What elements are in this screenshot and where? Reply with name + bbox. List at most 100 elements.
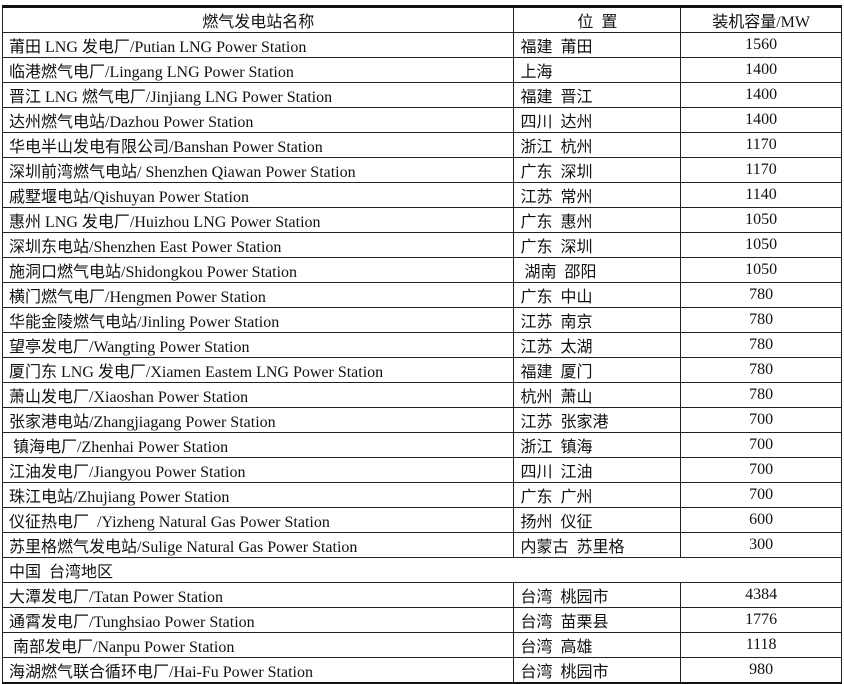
location-cell: 福建 晋江 <box>513 82 682 108</box>
table-row: 华能金陵燃气电站/Jinling Power Station 江苏 南京 780 <box>1 307 842 333</box>
station-name-cell: 仪征热电厂 /Yizheng Natural Gas Power Station <box>1 507 515 533</box>
capacity-cell: 1170 <box>680 157 842 183</box>
location-cell: 江苏 张家港 <box>513 407 682 433</box>
station-name-cell: 望亭发电厂/Wangting Power Station <box>1 332 515 358</box>
capacity-cell: 1050 <box>680 257 842 283</box>
table-row: 临港燃气电厂/Lingang LNG Power Station 上海 1400 <box>1 57 842 83</box>
station-name-cell: 苏里格燃气发电站/Sulige Natural Gas Power Statio… <box>1 532 515 558</box>
table-row: 萧山发电厂/Xiaoshan Power Station 杭州 萧山 780 <box>1 382 842 408</box>
station-name-cell: 惠州 LNG 发电厂/Huizhou LNG Power Station <box>1 207 515 233</box>
location-cell: 江苏 常州 <box>513 182 682 208</box>
capacity-cell: 1400 <box>680 107 842 133</box>
table-row: 华电半山发电有限公司/Banshan Power Station 浙江 杭州 117… <box>1 132 842 158</box>
location-cell: 四川 江油 <box>513 457 682 483</box>
station-name-cell: 南部发电厂/Nanpu Power Station <box>1 632 515 658</box>
table-row: 仪征热电厂 /Yizheng Natural Gas Power Station… <box>1 507 842 533</box>
station-name-cell: 深圳前湾燃气电站/ Shenzhen Qiawan Power Station <box>1 157 515 183</box>
capacity-cell: 300 <box>680 532 842 558</box>
capacity-cell: 1776 <box>680 607 842 633</box>
station-name-cell: 萧山发电厂/Xiaoshan Power Station <box>1 382 515 408</box>
location-cell: 浙江 镇海 <box>513 432 682 458</box>
capacity-cell: 1560 <box>680 32 842 58</box>
station-name-cell: 施洞口燃气电站/Shidongkou Power Station <box>1 257 515 283</box>
station-name-cell: 珠江电站/Zhujiang Power Station <box>1 482 515 508</box>
location-cell: 广东 中山 <box>513 282 682 308</box>
section-row: 中国 台湾地区 <box>2 557 842 583</box>
table-row: 惠州 LNG 发电厂/Huizhou LNG Power Station 广东 惠… <box>1 207 842 233</box>
station-name-cell: 临港燃气电厂/Lingang LNG Power Station <box>1 57 515 83</box>
capacity-cell: 780 <box>680 382 842 408</box>
station-name-cell: 横门燃气电厂/Hengmen Power Station <box>1 282 515 308</box>
station-name-cell: 达州燃气电站/Dazhou Power Station <box>1 107 515 133</box>
capacity-cell: 700 <box>680 457 842 483</box>
location-cell: 广东 惠州 <box>513 207 682 233</box>
header-station-name: 燃气发电站名称 <box>1 5 515 33</box>
capacity-cell: 1050 <box>680 207 842 233</box>
header-capacity: 装机容量/MW <box>680 5 842 33</box>
station-name-cell: 通霄发电厂/Tunghsiao Power Station <box>1 607 515 633</box>
table-row: 海湖燃气联合循环电厂/Hai-Fu Power Station 台湾 桃园市 980 <box>1 657 842 684</box>
section-label: 中国 台湾地区 <box>2 557 842 583</box>
location-cell: 杭州 萧山 <box>513 382 682 408</box>
capacity-cell: 4384 <box>680 582 842 608</box>
location-cell: 上海 <box>513 57 682 83</box>
location-cell: 福建 莆田 <box>513 32 682 58</box>
capacity-cell: 980 <box>680 657 842 684</box>
station-name-cell: 华能金陵燃气电站/Jinling Power Station <box>1 307 515 333</box>
table-row: 施洞口燃气电站/Shidongkou Power Station 湖南 邵阳 10… <box>1 257 842 283</box>
station-name-cell: 戚墅堰电站/Qishuyan Power Station <box>1 182 515 208</box>
location-cell: 江苏 太湖 <box>513 332 682 358</box>
station-name-cell: 华电半山发电有限公司/Banshan Power Station <box>1 132 515 158</box>
location-cell: 四川 达州 <box>513 107 682 133</box>
location-cell: 广东 广州 <box>513 482 682 508</box>
table-row: 张家港电站/Zhangjiagang Power Station 江苏 张家港 70… <box>1 407 842 433</box>
table-row: 苏里格燃气发电站/Sulige Natural Gas Power Statio… <box>1 532 842 558</box>
capacity-cell: 600 <box>680 507 842 533</box>
table-row: 深圳东电站/Shenzhen East Power Station 广东 深圳 10… <box>1 232 842 258</box>
capacity-cell: 780 <box>680 332 842 358</box>
station-name-cell: 厦门东 LNG 发电厂/Xiamen Eastem LNG Power Stat… <box>1 357 515 383</box>
table-row: 深圳前湾燃气电站/ Shenzhen Qiawan Power Station 广… <box>1 157 842 183</box>
table-row: 珠江电站/Zhujiang Power Station 广东 广州 700 <box>1 482 842 508</box>
location-cell: 台湾 桃园市 <box>513 657 682 684</box>
capacity-cell: 700 <box>680 432 842 458</box>
table-row: 大潭发电厂/Tatan Power Station 台湾 桃园市 4384 <box>1 582 842 608</box>
station-name-cell: 莆田 LNG 发电厂/Putian LNG Power Station <box>1 32 515 58</box>
capacity-cell: 780 <box>680 357 842 383</box>
location-cell: 广东 深圳 <box>513 232 682 258</box>
power-station-table: 燃气发电站名称 位 置 装机容量/MW 莆田 LNG 发电厂/Putian LN… <box>1 5 842 684</box>
table-row: 通霄发电厂/Tunghsiao Power Station 台湾 苗栗县 1776 <box>1 607 842 633</box>
station-name-cell: 张家港电站/Zhangjiagang Power Station <box>1 407 515 433</box>
station-name-cell: 深圳东电站/Shenzhen East Power Station <box>1 232 515 258</box>
location-cell: 广东 深圳 <box>513 157 682 183</box>
location-cell: 扬州 仪征 <box>513 507 682 533</box>
station-name-cell: 海湖燃气联合循环电厂/Hai-Fu Power Station <box>1 657 515 684</box>
station-name-cell: 镇海电厂/Zhenhai Power Station <box>1 432 515 458</box>
table-row: 江油发电厂/Jiangyou Power Station 四川 江油 700 <box>1 457 842 483</box>
capacity-cell: 700 <box>680 482 842 508</box>
location-cell: 湖南 邵阳 <box>513 257 682 283</box>
location-cell: 台湾 高雄 <box>513 632 682 658</box>
location-cell: 台湾 苗栗县 <box>513 607 682 633</box>
capacity-cell: 780 <box>680 282 842 308</box>
station-name-cell: 晋江 LNG 燃气电厂/Jinjiang LNG Power Station <box>1 82 515 108</box>
capacity-cell: 1118 <box>680 632 842 658</box>
capacity-cell: 1050 <box>680 232 842 258</box>
location-cell: 内蒙古 苏里格 <box>513 532 682 558</box>
capacity-cell: 1140 <box>680 182 842 208</box>
header-location: 位 置 <box>513 5 682 33</box>
table-row: 望亭发电厂/Wangting Power Station 江苏 太湖 780 <box>1 332 842 358</box>
table-row: 戚墅堰电站/Qishuyan Power Station 江苏 常州 1140 <box>1 182 842 208</box>
header-row: 燃气发电站名称 位 置 装机容量/MW <box>1 5 842 33</box>
table-row: 莆田 LNG 发电厂/Putian LNG Power Station 福建 莆田… <box>1 32 842 58</box>
location-cell: 浙江 杭州 <box>513 132 682 158</box>
table-row: 南部发电厂/Nanpu Power Station 台湾 高雄 1118 <box>1 632 842 658</box>
capacity-cell: 780 <box>680 307 842 333</box>
station-name-cell: 大潭发电厂/Tatan Power Station <box>1 582 515 608</box>
table-row: 晋江 LNG 燃气电厂/Jinjiang LNG Power Station 福建… <box>1 82 842 108</box>
location-cell: 台湾 桃园市 <box>513 582 682 608</box>
table-row: 横门燃气电厂/Hengmen Power Station 广东 中山 780 <box>1 282 842 308</box>
capacity-cell: 700 <box>680 407 842 433</box>
table-row: 厦门东 LNG 发电厂/Xiamen Eastem LNG Power Stat… <box>1 357 842 383</box>
table-row: 达州燃气电站/Dazhou Power Station 四川 达州 1400 <box>1 107 842 133</box>
